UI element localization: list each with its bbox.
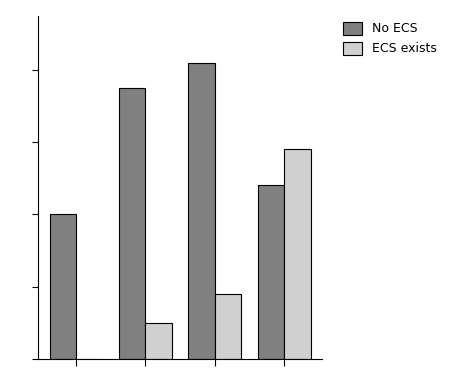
Bar [284, 149, 310, 359]
Bar [50, 214, 76, 359]
Legend: No ECS, ECS exists: No ECS, ECS exists [343, 22, 437, 55]
Bar [189, 62, 215, 359]
Bar [215, 294, 241, 359]
Bar [119, 88, 146, 359]
Bar [258, 185, 284, 359]
Bar [146, 323, 172, 359]
